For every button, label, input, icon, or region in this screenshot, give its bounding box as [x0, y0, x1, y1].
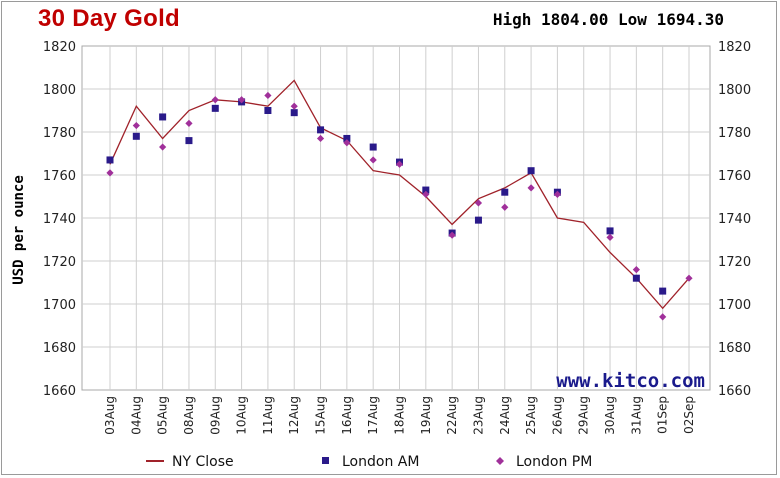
y-tick-label-left: 1740 — [43, 212, 76, 227]
y-tick-label-left: 1800 — [43, 83, 76, 98]
y-tick-label-right: 1680 — [718, 341, 751, 356]
london-pm-point — [106, 169, 114, 177]
legend-label: London PM — [516, 454, 592, 470]
legend-swatch-square — [322, 457, 329, 464]
london-pm-point — [316, 134, 325, 143]
legend-label: London AM — [342, 454, 419, 470]
x-tick-label: 03Aug — [103, 396, 117, 435]
x-tick-label: 05Aug — [156, 396, 170, 435]
london-pm-point — [159, 143, 167, 151]
london-am-point — [211, 104, 219, 112]
x-tick-label: 30Aug — [603, 396, 617, 435]
london-am-point — [422, 186, 430, 194]
y-tick-label-left: 1680 — [43, 341, 76, 356]
london-pm-point — [632, 266, 640, 274]
y-ticks-right: 1660 1680 1700 1720 1740 1760 1780 1800 1820 — [718, 40, 751, 399]
london-am-point — [159, 113, 167, 121]
y-tick-label-left: 1660 — [43, 384, 76, 399]
london-pm-point — [185, 119, 193, 127]
london-pm-point — [132, 121, 140, 130]
y-tick-label-right: 1660 — [718, 384, 751, 399]
legend-swatch-diamond — [496, 457, 504, 465]
london-am-point — [343, 134, 351, 142]
london-am-point — [501, 188, 509, 196]
london-am-point — [659, 287, 667, 295]
london-pm-point — [422, 190, 430, 198]
x-tick-label: 02Sep — [682, 396, 696, 434]
london-am-point — [317, 126, 325, 134]
legend: NY Close London AM London PM — [146, 454, 592, 470]
london-pm-point — [290, 102, 298, 110]
y-tick-label-right: 1820 — [718, 40, 751, 55]
y-tick-label-left: 1820 — [43, 40, 76, 55]
high-low-readout: High 1804.00 Low 1694.30 — [492, 10, 724, 29]
london-am-point — [369, 143, 377, 151]
london-pm-point — [237, 96, 246, 104]
x-tick-label: 15Aug — [314, 396, 328, 435]
x-tick-label: 10Aug — [235, 396, 249, 435]
x-tick-label: 11Aug — [261, 396, 275, 435]
london-am-point — [106, 156, 114, 164]
y-tick-label-right: 1800 — [718, 83, 751, 98]
x-tick-label: 18Aug — [393, 396, 407, 435]
london-am-point — [185, 137, 193, 145]
london-pm-point — [369, 156, 377, 164]
x-tick-label: 25Aug — [524, 396, 538, 435]
x-tick-label: 26Aug — [550, 396, 564, 435]
london-pm-point — [343, 139, 351, 147]
london-pm-point — [553, 190, 562, 198]
london-pm-point — [606, 233, 614, 241]
y-tick-label-right: 1760 — [718, 169, 751, 184]
x-ticks: 03Aug 04Aug 05Aug 08Aug 09Aug 10Aug 11Aug 12Aug… — [103, 396, 696, 435]
x-tick-label: 01Sep — [656, 396, 670, 434]
x-tick-label: 31Aug — [629, 396, 643, 435]
x-tick-label: 08Aug — [182, 396, 196, 435]
x-tick-label: 22Aug — [445, 396, 459, 435]
y-tick-label-left: 1720 — [43, 255, 76, 270]
ny-close-line — [109, 79, 690, 310]
legend-label: NY Close — [172, 454, 234, 470]
x-tick-label: 12Aug — [287, 396, 301, 435]
y-tick-label-right: 1780 — [718, 126, 751, 141]
series-line — [109, 79, 690, 310]
y-tick-label-left: 1780 — [43, 126, 76, 141]
series-diamond — [106, 91, 693, 321]
london-am-point — [474, 216, 482, 224]
x-tick-label: 04Aug — [129, 396, 143, 435]
x-tick-label: 19Aug — [419, 396, 433, 435]
london-pm-point — [474, 199, 483, 207]
london-am-point — [132, 132, 140, 140]
x-tick-label: 23Aug — [471, 396, 485, 435]
london-am-point — [606, 227, 614, 235]
chart-title: 30 Day Gold — [38, 5, 181, 32]
x-tick-label: 16Aug — [340, 396, 354, 435]
watermark: www.kitco.com — [556, 370, 705, 392]
london-pm-point — [211, 96, 219, 104]
y-tick-label-left: 1760 — [43, 169, 76, 184]
london-pm-point — [501, 203, 509, 211]
london-pm-point — [264, 91, 272, 100]
y-ticks-left: 1660 1680 1700 1720 1740 1760 1780 1800 1820 — [43, 40, 76, 399]
london-pm-point — [527, 184, 535, 192]
y-tick-label-right: 1720 — [718, 255, 751, 270]
series-layer — [106, 79, 693, 321]
london-pm-point — [659, 313, 667, 321]
london-am-point — [632, 274, 640, 282]
london-pm-point — [685, 274, 693, 282]
x-tick-label: 24Aug — [498, 396, 512, 435]
x-tick-label: 09Aug — [208, 396, 222, 435]
y-tick-label-right: 1740 — [718, 212, 751, 227]
x-tick-label: 17Aug — [366, 396, 380, 435]
london-am-point — [264, 107, 272, 114]
london-am-point — [527, 167, 535, 175]
london-pm-point — [395, 160, 404, 168]
london-pm-point — [448, 231, 456, 239]
london-am-point — [290, 109, 298, 117]
y-tick-label-right: 1700 — [718, 298, 751, 313]
y-tick-label-left: 1700 — [43, 298, 76, 313]
x-tick-label: 29Aug — [577, 396, 591, 435]
